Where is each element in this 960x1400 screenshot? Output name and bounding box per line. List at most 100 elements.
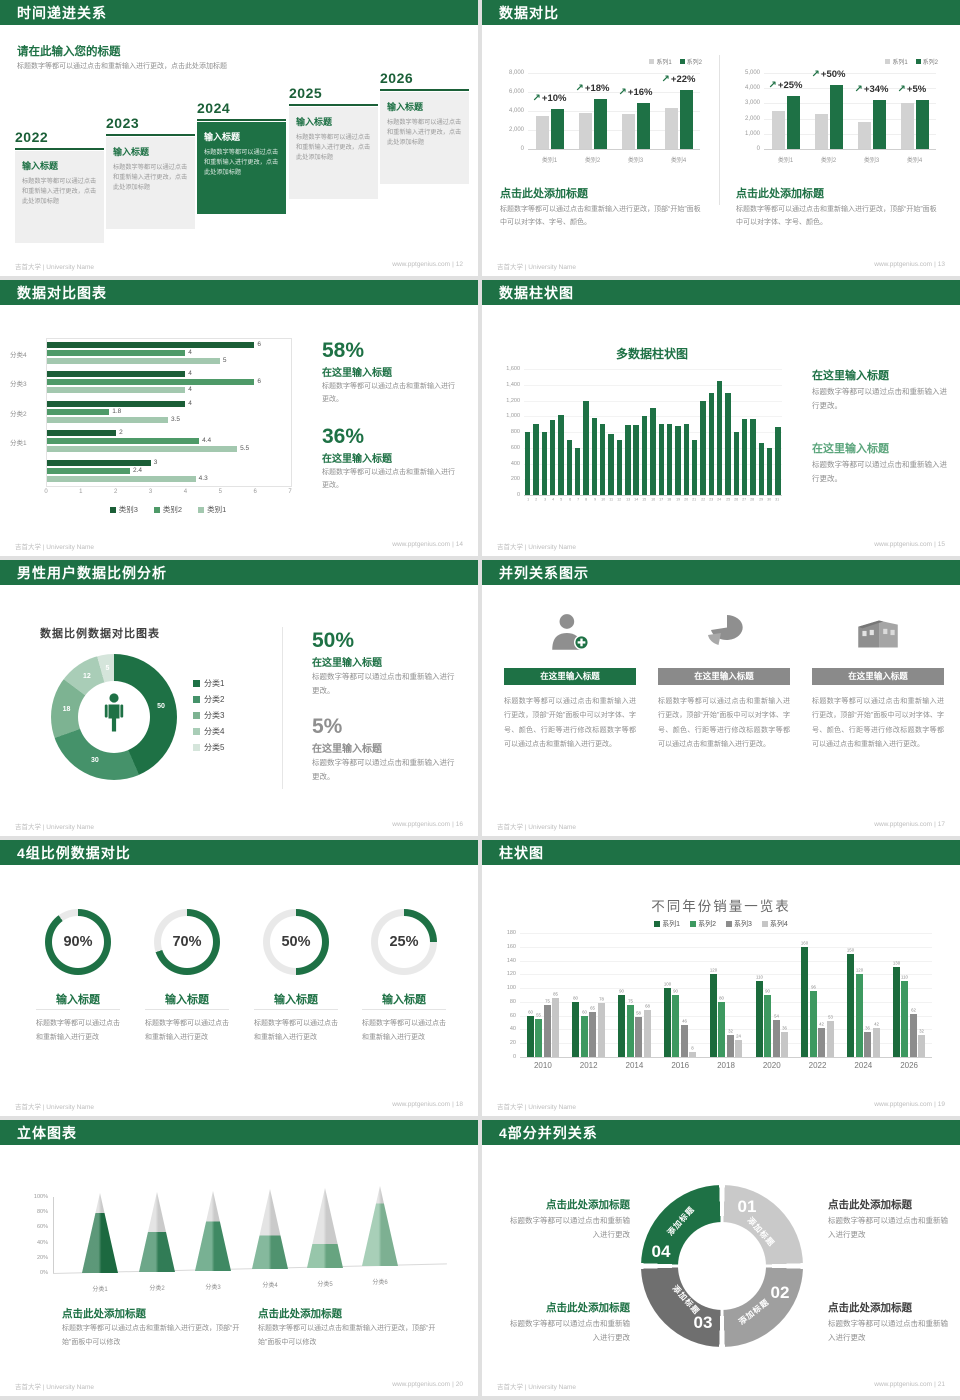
bar-value: 150 [846,948,855,953]
donut-value-label: 18 [62,705,71,713]
x-category-label: 2020 [762,1061,781,1070]
x-tick-label: 1 [527,498,530,502]
hbar [47,467,130,474]
gridline [520,974,932,976]
x-category-label: 2014 [625,1061,644,1070]
bar-group: ↗+50% [807,69,850,149]
timeline-card-title: 输入标题 [113,147,150,157]
x-tick-label: 18 [667,498,672,502]
bar [758,443,765,495]
legend-swatch [193,728,200,735]
bar-value: 54 [773,1014,779,1019]
gridline [520,1043,932,1045]
gauge-value: 25% [389,934,419,950]
bar-value: 24 [736,1035,742,1040]
footer-left: 吉首大学 | University Name [15,264,94,271]
bar [918,1034,926,1057]
slide-title-bar: 男性用户数据比例分析 [0,560,478,585]
legend-item: 分类1 [193,678,224,689]
block-body: 标题数字等都可以通过点击和重新输入进行更改 [828,1319,948,1342]
plot-area: 60 55 75 85 80 60 65 78 90 75 58 68 100 90 46 8 120 80 32 2… [520,933,932,1058]
bar [735,1040,743,1057]
y-tick-label: 0 [756,146,760,152]
bar [543,1005,551,1057]
legend-swatch [726,921,732,927]
timeline-card-title: 输入标题 [296,117,333,127]
legend-item: 系列1 [885,57,908,66]
timeline-line [15,148,104,150]
gauge-value: 70% [172,934,202,950]
y-tick-label: 0 [520,146,524,152]
stat-label: 在这里输入标题 [312,658,382,669]
timeline-year: 2024 [197,100,231,116]
y-tick-label: 120 [506,971,516,978]
block-heading: 点击此处添加标题 [546,1302,630,1314]
bar-value: 55 [536,1013,542,1019]
gauge-ring: 90% [45,909,111,975]
y-tick-label: 200 [510,476,520,483]
block-body: 标题数字等都可以通过点击和重新输入进行更改。 [812,460,947,484]
bar [616,439,623,495]
legend-item: 系列2 [679,57,702,66]
x-tick-label: 10 [600,498,606,502]
slide-content: 系列1 系列2 ↗+10% ↗+18% ↗+16% ↗+22% 8,000 6,000 4,00… [482,25,960,276]
footer-site: www.pptgenius.com [392,1381,451,1388]
footer-left: 吉首大学 | University Name [15,1384,94,1391]
stat-value: 50% [312,629,355,652]
cone [195,1191,231,1271]
slide-17: 并列关系图示 在这里输入标题 标题数字等都可以通过点击和重新输入进行更改，顶部“开… [482,560,960,836]
chart-title: 数据比例数据对比图表 [40,628,160,640]
y-category-label: 分类2 [10,410,27,418]
timeline-item: 2024 输入标题 标题数字等都可以通过点击和重新输入进行更改，点击此处添加标题 [197,100,286,214]
timeline-card-title: 输入标题 [387,102,424,112]
footer-sep: | [452,1381,454,1388]
x-category-label: 类别3 [627,158,644,164]
block-body: 标题数字等都可以通过点击和重新输入进行更改。 [812,387,947,411]
bar [625,424,631,495]
x-tick-label: 12 [617,498,622,502]
footer-page: 20 [455,1381,463,1388]
footer-right: www.pptgenius.com | 19 [874,1101,945,1111]
donut-chart: 50 30 18 12 5 [51,654,177,780]
gridline [520,988,932,990]
footer-page: 21 [937,1381,945,1388]
y-tick-label: 3,000 [744,100,760,107]
panel-divider [282,627,283,789]
delta-value: +22% [670,74,696,86]
bar [766,447,773,495]
timeline-line [106,134,195,136]
x-category-label: 2018 [717,1061,735,1070]
block-body: 标题数字等都可以通过点击和重新输入进行更改，顶部“开始”面板中可以修改 [62,1325,240,1346]
footer-sep: | [934,1381,936,1388]
cone-label: 分类5 [317,1282,333,1288]
parallel-column: 在这里输入标题 标题数字等都可以通过点击和重新输入进行更改，顶部“开始”面板中可以… [504,603,636,752]
chart-legend: 类别3 类别2 类别1 [46,504,290,515]
bar-value: 46 [682,1019,687,1025]
parallel-column: 在这里输入标题 标题数字等都可以通过点击和重新输入进行更改，顶部“开始”面板中可以… [658,603,790,752]
x-category-label: 2026 [900,1061,918,1070]
bar [635,1017,643,1057]
cone-label: 分类1 [92,1287,108,1293]
bar [550,420,556,495]
legend-label: 分类1 [204,679,225,688]
arrow-up-right-icon: ↗ [575,82,584,94]
x-tick-label: 20 [684,498,689,502]
footer-sep: | [452,541,454,548]
column-banner: 在这里输入标题 [658,668,790,685]
gauge-hole: 90% [52,916,104,968]
chart-title: 不同年份销量一览表 [651,899,791,914]
y-tick-label: 80% [36,1209,48,1216]
cone [362,1186,398,1266]
gridline [528,92,700,93]
gauge-body: 标题数字等都可以通过点击和重新输入进行更改 [145,1020,229,1041]
bar-value: 60 [581,1010,587,1015]
timeline-line [289,104,378,106]
chart-panel: 系列1 系列2 ↗+25% ↗+50% ↗+34% ↗+5% 5,000 4,000 3,000… [734,25,940,276]
slide-title-bar: 数据对比 [482,0,960,25]
slide-title: 立体图表 [17,1124,77,1141]
delta-annotation: ↗+5% [898,79,927,97]
slide-title-bar: 数据柱状图 [482,280,960,305]
legend-label: 系列2 [698,921,716,928]
y-category-label: 分类3 [10,381,27,389]
timeline-card-title: 输入标题 [22,161,59,171]
